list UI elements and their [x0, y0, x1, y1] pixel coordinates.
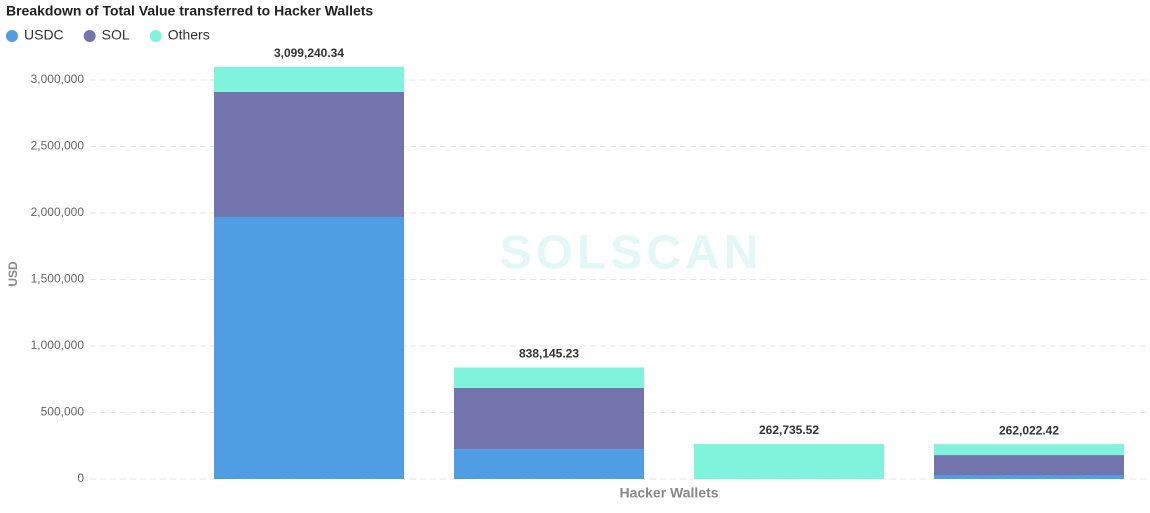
bar-segment [694, 444, 884, 479]
y-tick-label: 500,000 [41, 405, 85, 419]
y-tick-label: 2,500,000 [31, 139, 85, 153]
legend-label: Others [168, 27, 210, 43]
bar-segment [214, 66, 404, 92]
bar-segment [454, 387, 644, 450]
y-tick-label: 1,000,000 [31, 338, 85, 352]
legend-marker [6, 30, 18, 42]
y-axis-label: USD [6, 261, 20, 287]
bar-segment [214, 91, 404, 217]
legend-marker [83, 30, 96, 42]
legend-label: USDC [24, 27, 64, 43]
bar-segment [214, 216, 404, 480]
legend-label: SOL [102, 27, 130, 43]
bar-segment [454, 449, 644, 479]
total-label: 262,022.42 [999, 423, 1059, 437]
x-axis-label: Hacker Wallets [619, 485, 718, 501]
y-tick-label: 3,000,000 [31, 72, 85, 86]
total-label: 3,099,240.34 [274, 46, 344, 60]
legend-marker [149, 30, 162, 42]
y-tick-label: 0 [77, 471, 84, 485]
bar-segment [934, 455, 1124, 476]
bar-segment [454, 367, 644, 388]
y-tick-label: 1,500,000 [31, 272, 85, 286]
total-label: 262,735.52 [759, 423, 819, 437]
watermark: SOLSCAN [500, 227, 763, 280]
bar-segment [934, 475, 1124, 479]
total-label: 838,145.23 [519, 347, 579, 361]
y-tick-label: 2,000,000 [31, 205, 85, 219]
bar-segment [934, 444, 1124, 456]
chart-title: Breakdown of Total Value transferred to … [6, 3, 373, 19]
